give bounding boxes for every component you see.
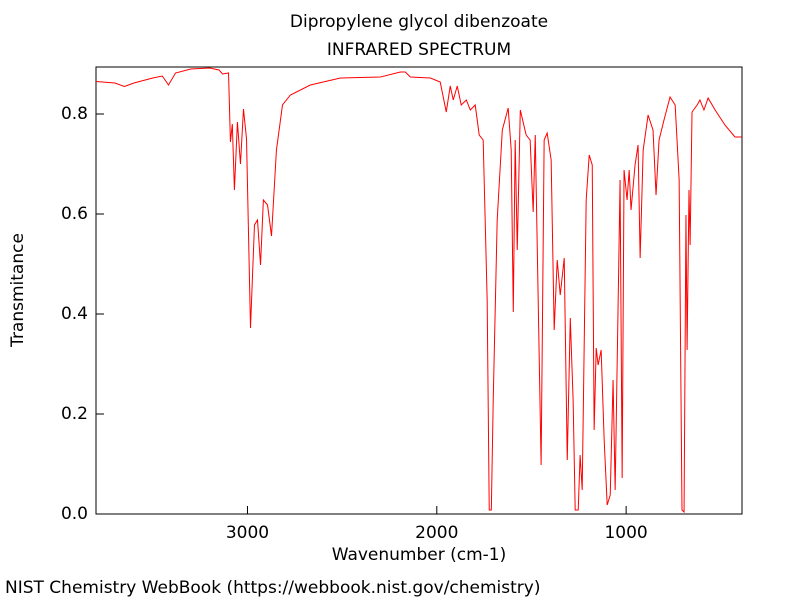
plot-frame: [95, 66, 743, 515]
x-tick-label: 2000: [415, 523, 458, 543]
y-tick-label: 0.8: [61, 104, 88, 124]
y-tick-label: 0.2: [61, 404, 88, 424]
x-tick-label: 1000: [604, 523, 647, 543]
x-tick-label: 3000: [226, 523, 269, 543]
chart-title: Dipropylene glycol dibenzoate: [290, 12, 548, 32]
y-tick-label: 0.0: [61, 504, 88, 524]
x-axis-label: Wavenumber (cm-1): [332, 545, 507, 565]
chart-subtitle: INFRARED SPECTRUM: [327, 40, 511, 60]
y-axis-label: Transmitance: [8, 233, 28, 348]
y-tick-label: 0.4: [61, 304, 88, 324]
spectrum-line: [95, 67, 742, 514]
footer: NIST Chemistry WebBook (https://webbook.…: [5, 578, 540, 598]
y-tick-label: 0.6: [61, 204, 88, 224]
